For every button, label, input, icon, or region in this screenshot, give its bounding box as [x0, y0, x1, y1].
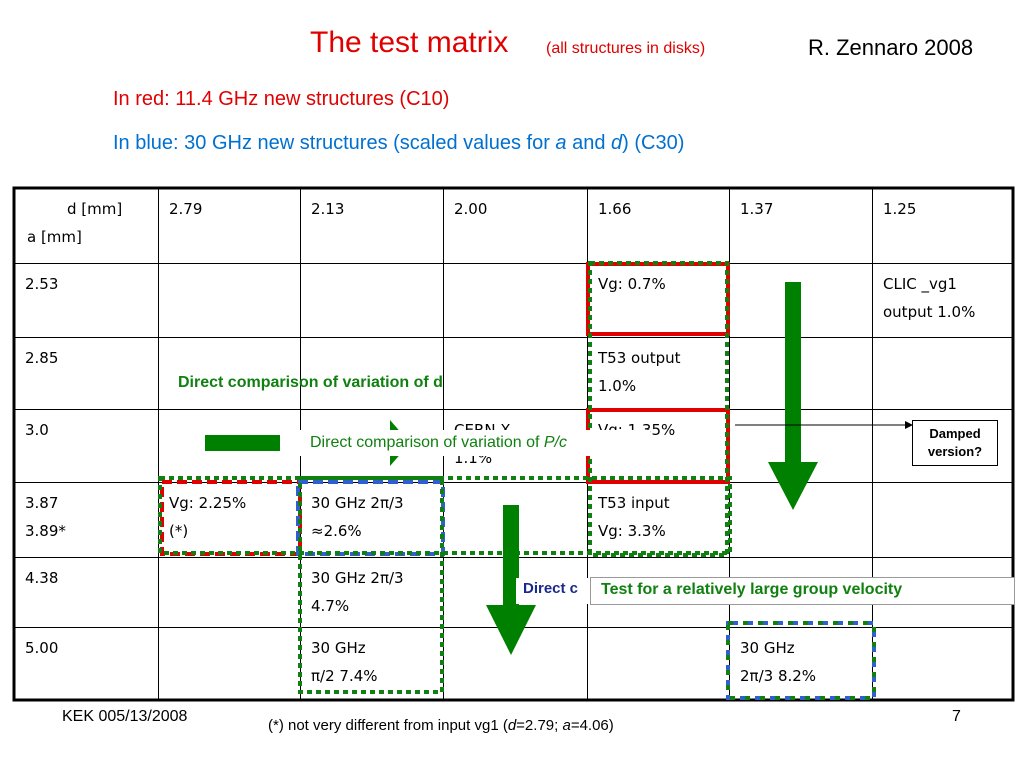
- annotation-part: P/c: [543, 434, 567, 451]
- annotation-large-vg: Test for a relatively large group veloci…: [590, 577, 1015, 605]
- pointer-head: [905, 421, 913, 429]
- cell-line: CLIC _vg1: [883, 275, 957, 293]
- footer-note: (*) not very different from input vg1 (d…: [268, 717, 614, 734]
- cell-line: 30 GHz: [311, 639, 366, 657]
- table-cell: 30 GHz 2π/3 ≈2.6%: [300, 482, 444, 558]
- cell-line: 5.00: [25, 639, 59, 657]
- arrow-bar: [205, 435, 280, 451]
- cell-line: 2.79: [169, 200, 203, 218]
- cell-line: 4.38: [25, 569, 59, 587]
- cell-line: π/2 7.4%: [311, 667, 378, 685]
- cell-line: (*): [169, 522, 189, 540]
- arrow-bar: [503, 505, 519, 605]
- note-part: (*) not very different from input vg1 (: [268, 717, 508, 734]
- table-border: [12, 186, 1015, 702]
- cell-line: a [mm]: [27, 228, 82, 246]
- subtitle-part: and: [566, 132, 612, 154]
- page-number: 7: [952, 708, 961, 725]
- cell-line: 3.89*: [25, 522, 66, 540]
- cell-line: 1.37: [740, 200, 774, 218]
- arrow-head: [768, 462, 818, 510]
- subtitle-part: a: [555, 132, 567, 154]
- note-part: =2.79;: [516, 717, 563, 734]
- note-part: a: [562, 717, 571, 734]
- green-dotted-box: [588, 261, 729, 557]
- cell-line: output 1.0%: [883, 303, 976, 321]
- cell-line: Vg: 2.25%: [169, 494, 247, 512]
- annotation-line: Damped: [929, 426, 981, 441]
- annotation-pc: Direct comparison of variation of P/c: [298, 430, 650, 456]
- subtitle-part: ) (C30): [622, 132, 685, 154]
- cell-line: 2.00: [454, 200, 488, 218]
- blue-dashed-box: [726, 621, 876, 700]
- cell-line: 2.53: [25, 275, 59, 293]
- cell-line: 2.13: [311, 200, 345, 218]
- cell-line: ≈2.6%: [311, 522, 362, 540]
- cell-line: 2.85: [25, 349, 59, 367]
- footer-left: KEK 005/13/2008: [62, 708, 188, 725]
- annotation-d: Direct comparison of variation of d: [178, 374, 443, 391]
- green-dotted-box: [158, 476, 732, 555]
- blue-dashed-box: [296, 480, 445, 556]
- cell-line: 4.7%: [311, 597, 350, 615]
- note-part: =4.06): [570, 717, 614, 734]
- cell-line: 30 GHz 2π/3: [311, 569, 404, 587]
- red-box: [586, 262, 730, 336]
- green-dotted-box: [726, 621, 876, 700]
- red-dashed-box: [160, 480, 302, 556]
- cell-line: 2π/3 8.2%: [740, 667, 817, 685]
- note-part: d: [507, 717, 517, 734]
- subtitle-part: d: [611, 132, 623, 154]
- subtitle-blue: In blue: 30 GHz new structures (scaled v…: [113, 132, 684, 155]
- cell-line: 1.66: [598, 200, 632, 218]
- cell-line: d [mm]: [67, 200, 123, 218]
- cell-line: 3.87: [25, 494, 59, 512]
- author: R. Zennaro 2008: [808, 35, 974, 60]
- title: The test matrix: [310, 26, 509, 59]
- cell-line: Vg: 3.3%: [598, 522, 666, 540]
- green-dotted-box: [298, 476, 444, 694]
- cell-line: 30 GHz 2π/3: [311, 494, 404, 512]
- subtitle-red: In red: 11.4 GHz new structures (C10): [113, 88, 450, 110]
- cell-line: T53 input: [598, 494, 670, 512]
- cell-line: Vg: 0.7%: [598, 275, 666, 293]
- cell-line: 1.0%: [598, 377, 637, 395]
- cell-line: T53 output: [598, 349, 681, 367]
- annotation-damped: Damped version?: [912, 420, 998, 466]
- cell-line: 3.0: [25, 421, 49, 439]
- annotation-cut: Direct c: [516, 578, 596, 604]
- cell-line: 1.25: [883, 200, 917, 218]
- arrow-bar: [785, 282, 801, 462]
- cell-line: 30 GHz: [740, 639, 795, 657]
- arrow-head: [486, 605, 536, 655]
- annotation-line: version?: [927, 444, 983, 459]
- annotation-part: Direct comparison of variation of: [310, 434, 544, 451]
- subtitle-part: In blue: 30 GHz new structures (scaled v…: [113, 132, 556, 154]
- title-note: (all structures in disks): [546, 40, 706, 57]
